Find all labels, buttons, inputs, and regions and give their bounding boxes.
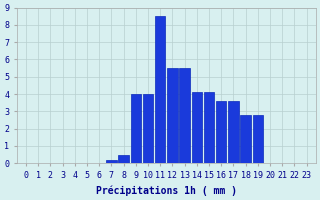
Bar — [216, 101, 227, 163]
Bar — [106, 160, 116, 163]
X-axis label: Précipitations 1h ( mm ): Précipitations 1h ( mm ) — [96, 185, 237, 196]
Bar — [180, 68, 190, 163]
Bar — [143, 94, 153, 163]
Bar — [131, 94, 141, 163]
Bar — [204, 92, 214, 163]
Bar — [192, 92, 202, 163]
Bar — [228, 101, 239, 163]
Bar — [118, 155, 129, 163]
Bar — [167, 68, 178, 163]
Bar — [155, 16, 165, 163]
Bar — [253, 115, 263, 163]
Bar — [240, 115, 251, 163]
